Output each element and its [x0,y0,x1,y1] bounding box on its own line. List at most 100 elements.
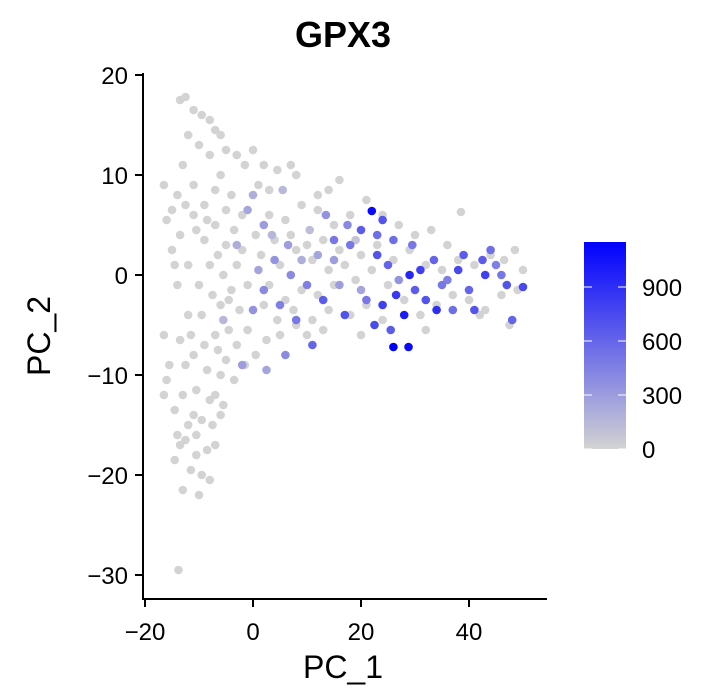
data-point [499,255,509,265]
data-point [394,220,404,230]
data-point [470,305,479,315]
data-point [313,290,323,300]
data-point [178,160,188,170]
data-point [448,305,458,315]
data-point [335,245,344,255]
data-point [224,325,233,335]
data-point [321,210,331,220]
data-point [259,220,269,230]
data-point [240,160,250,170]
data-point [372,240,382,250]
data-point [518,265,528,275]
data-point [170,405,179,415]
data-point [318,235,328,245]
data-point [362,295,371,305]
x-tick-label: 20 [348,619,375,646]
data-point [262,335,271,345]
y-ticks: 20 10 0 −10 −20 −30 [87,63,143,590]
data-point [227,190,236,200]
data-point [291,170,301,180]
chart-title: GPX3 [295,14,391,55]
x-axis-label: PC_1 [303,649,383,685]
data-point [181,200,190,210]
data-point [308,315,317,325]
data-point [372,230,382,240]
data-point [202,215,212,225]
y-tick-label: −10 [87,363,128,390]
data-point [491,260,501,270]
data-point [378,315,387,325]
y-tick-label: 0 [115,263,128,290]
data-point [232,260,242,270]
y-tick-label: 20 [101,63,128,90]
data-point [178,485,188,495]
data-point [378,300,387,310]
data-point [175,230,185,240]
data-point [232,240,242,250]
data-point [480,305,490,315]
data-point [264,210,274,220]
data-point [221,240,231,250]
data-point [329,220,339,230]
data-point [437,265,447,275]
data-point [189,410,198,420]
data-point [275,330,285,340]
data-point [345,210,355,220]
data-point [183,310,193,320]
data-point [267,230,277,240]
data-point [297,285,306,295]
data-point [372,250,382,260]
color-legend-ticks: 0 300 600 900 [584,275,682,464]
data-point [275,300,285,310]
data-point [162,375,171,385]
data-point [200,340,209,350]
data-point [432,305,441,315]
y-axis-label: PC_2 [21,296,57,376]
data-point [170,455,179,465]
data-point [356,225,366,235]
data-point [175,440,185,450]
data-point [173,280,182,290]
data-point [173,190,182,200]
data-point [475,310,485,320]
color-legend-tick-label: 0 [642,437,655,464]
data-point [335,280,344,290]
data-point [386,325,396,335]
data-point [232,150,242,160]
data-point [335,175,344,185]
data-point [213,250,223,260]
data-point [210,390,220,400]
data-point [194,490,204,500]
data-point [192,225,201,235]
data-point [464,295,474,305]
data-point [367,206,377,216]
data-point [254,265,263,275]
data-point [453,265,463,275]
data-point [329,255,339,265]
data-point [210,330,220,340]
data-point [356,250,366,260]
data-point [173,430,182,440]
data-point [192,450,201,460]
data-point [389,255,398,265]
data-point [210,440,220,450]
data-point [399,310,409,320]
data-point [205,395,215,405]
data-point [389,342,398,352]
data-point [264,280,274,290]
data-point [221,205,231,215]
data-point [259,160,269,170]
data-point [313,190,323,200]
data-point [224,295,233,305]
data-point [197,415,206,425]
data-point [202,445,212,455]
data-point [464,285,474,295]
data-point [186,465,196,475]
data-point [167,205,177,215]
data-point [394,275,404,285]
data-point [159,180,169,190]
data-point [286,160,296,170]
data-point [367,265,377,275]
data-point [291,245,301,255]
data-point [297,255,306,265]
